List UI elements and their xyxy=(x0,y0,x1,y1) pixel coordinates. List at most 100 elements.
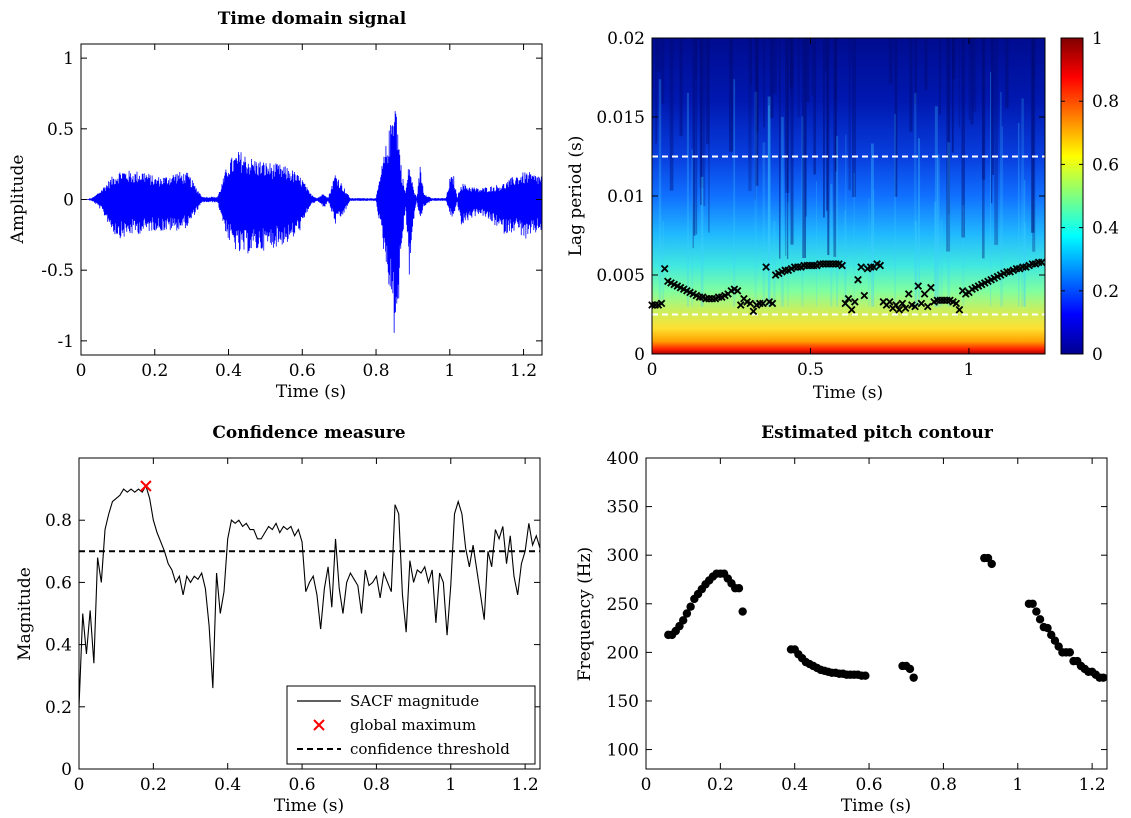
sacf-streak-light xyxy=(686,92,689,307)
x-tick-label: 0.2 xyxy=(707,775,734,795)
legend-label-max: global maximum xyxy=(350,716,476,734)
peak-lag-marker xyxy=(657,299,666,308)
colorbar-ticks: 0 0.2 0.4 0.6 0.8 1 xyxy=(1061,29,1119,365)
colorbar-tick-label: 0 xyxy=(1092,345,1103,365)
sacf-streak-light xyxy=(914,92,917,307)
sacf-streak xyxy=(938,38,941,115)
y-tick-label: -0.5 xyxy=(41,261,74,281)
sacf-streak xyxy=(848,38,851,191)
sacf-streak xyxy=(961,38,965,238)
pitch-axes-box xyxy=(645,457,1108,770)
sacf-streak-light xyxy=(990,71,992,307)
y-tick-label: 0.01 xyxy=(607,187,645,207)
sacf-streak-light xyxy=(801,116,804,307)
x-tick-label: 0 xyxy=(76,361,87,381)
peak-lag-marker xyxy=(768,299,777,308)
colorbar xyxy=(1060,37,1084,355)
y-tick-label: -1 xyxy=(57,332,74,352)
sacf-overlay xyxy=(648,155,1046,316)
pitch-point xyxy=(1032,607,1041,616)
y-tick-label: 150 xyxy=(607,692,639,712)
peak-lag-marker xyxy=(847,305,856,314)
sacf-streak xyxy=(992,38,994,175)
confidence-plot-area xyxy=(79,480,540,707)
peak-lag-marker xyxy=(898,299,907,308)
pitch-point xyxy=(682,609,692,618)
sacf-streak xyxy=(909,38,913,132)
peak-lag-marker xyxy=(927,283,935,292)
signal-title: Time domain signal xyxy=(218,9,407,29)
sacf-streak xyxy=(972,38,977,112)
pitch-point xyxy=(905,664,915,674)
y-tick-label: 0.005 xyxy=(596,266,645,286)
x-tick-label: 1 xyxy=(445,775,456,795)
sacf-streak xyxy=(661,38,665,104)
sacf-heatmap-texture xyxy=(655,38,1036,307)
sacf-streak xyxy=(826,38,828,211)
sacf-streak-light xyxy=(787,202,789,307)
peak-lag-marker xyxy=(660,264,669,273)
sacf-streak-light xyxy=(1023,179,1026,307)
sacf-streak xyxy=(679,38,683,137)
sacf-streak-light xyxy=(947,142,950,307)
sacf-streak xyxy=(779,38,781,259)
y-tick-label: 0 xyxy=(634,345,645,365)
sacf-streak-light xyxy=(733,79,736,307)
sacf-streak-light xyxy=(658,79,662,307)
sacf-streak-light xyxy=(691,149,694,307)
colorbar-tick-label: 0.2 xyxy=(1092,282,1119,302)
legend: SACF magnitude global maximum confidence… xyxy=(286,685,536,765)
sacf-streak xyxy=(789,38,794,88)
peak-lag-marker xyxy=(892,301,900,309)
pitch-point xyxy=(1065,648,1075,657)
signal-plot-area xyxy=(81,111,542,333)
signal-xlabel: Time (s) xyxy=(276,382,346,402)
y-tick-label: 0.5 xyxy=(47,120,74,140)
peak-lag-marker xyxy=(914,282,923,290)
x-tick-label: 0.2 xyxy=(141,361,168,381)
peak-lag-marker xyxy=(923,302,932,311)
sacf-streak xyxy=(805,38,807,217)
sacf-streak xyxy=(708,38,710,233)
sacf-streak xyxy=(655,38,657,144)
sacf-streak-light xyxy=(815,181,817,307)
pitch-title: Estimated pitch contour xyxy=(761,423,994,443)
sacf-streak-light xyxy=(768,105,770,307)
sacf-streak-light xyxy=(917,138,921,307)
pitch-point xyxy=(738,607,747,616)
peak-lag-marker xyxy=(838,261,846,270)
sacf-streak xyxy=(951,38,954,153)
x-tick-label: 1.2 xyxy=(512,775,539,795)
sacf-streak xyxy=(968,38,971,120)
y-tick-label: 0 xyxy=(61,760,72,780)
sacf-streak xyxy=(1030,38,1035,233)
panel-sacf-heatmap: 0 0.5 1 0 0.005 0.01 0.015 0.02 Time (s) Lag pe… xyxy=(566,29,1119,403)
x-tick-label: 0.4 xyxy=(214,775,241,795)
colorbar-tick-label: 0.8 xyxy=(1092,92,1119,112)
colorbar-tick-label: 1 xyxy=(1092,29,1103,49)
panel-confidence-measure: Confidence measure 0 0.2 0.4 0.6 0.8 1 1.2 0 0.2… xyxy=(15,423,541,816)
sacf-streak-light xyxy=(1018,122,1020,307)
sacf-streak xyxy=(924,38,928,90)
sacf-streak xyxy=(693,38,696,236)
pitch-plot-area xyxy=(664,553,1108,682)
sacf-ylabel: Lag period (s) xyxy=(566,136,586,257)
y-tick-label: 0.4 xyxy=(45,636,72,656)
signal-waveform xyxy=(81,111,542,333)
legend-box xyxy=(286,685,536,765)
peak-lag-marker xyxy=(733,286,742,295)
peak-lag-marker xyxy=(885,298,894,306)
sacf-streak xyxy=(755,38,759,186)
sacf-streak xyxy=(763,38,766,128)
x-tick-label: 1.2 xyxy=(510,361,537,381)
signal-ylabel: Amplitude xyxy=(8,155,28,245)
sacf-streak xyxy=(748,38,752,192)
pitch-point xyxy=(686,602,695,611)
pitch-xlabel: Time (s) xyxy=(841,796,911,816)
sacf-streak-light xyxy=(934,106,938,307)
pitch-point xyxy=(678,616,688,625)
sacf-streak-light xyxy=(936,154,940,307)
pitch-point xyxy=(734,584,744,593)
peak-lag-marker xyxy=(952,299,961,308)
